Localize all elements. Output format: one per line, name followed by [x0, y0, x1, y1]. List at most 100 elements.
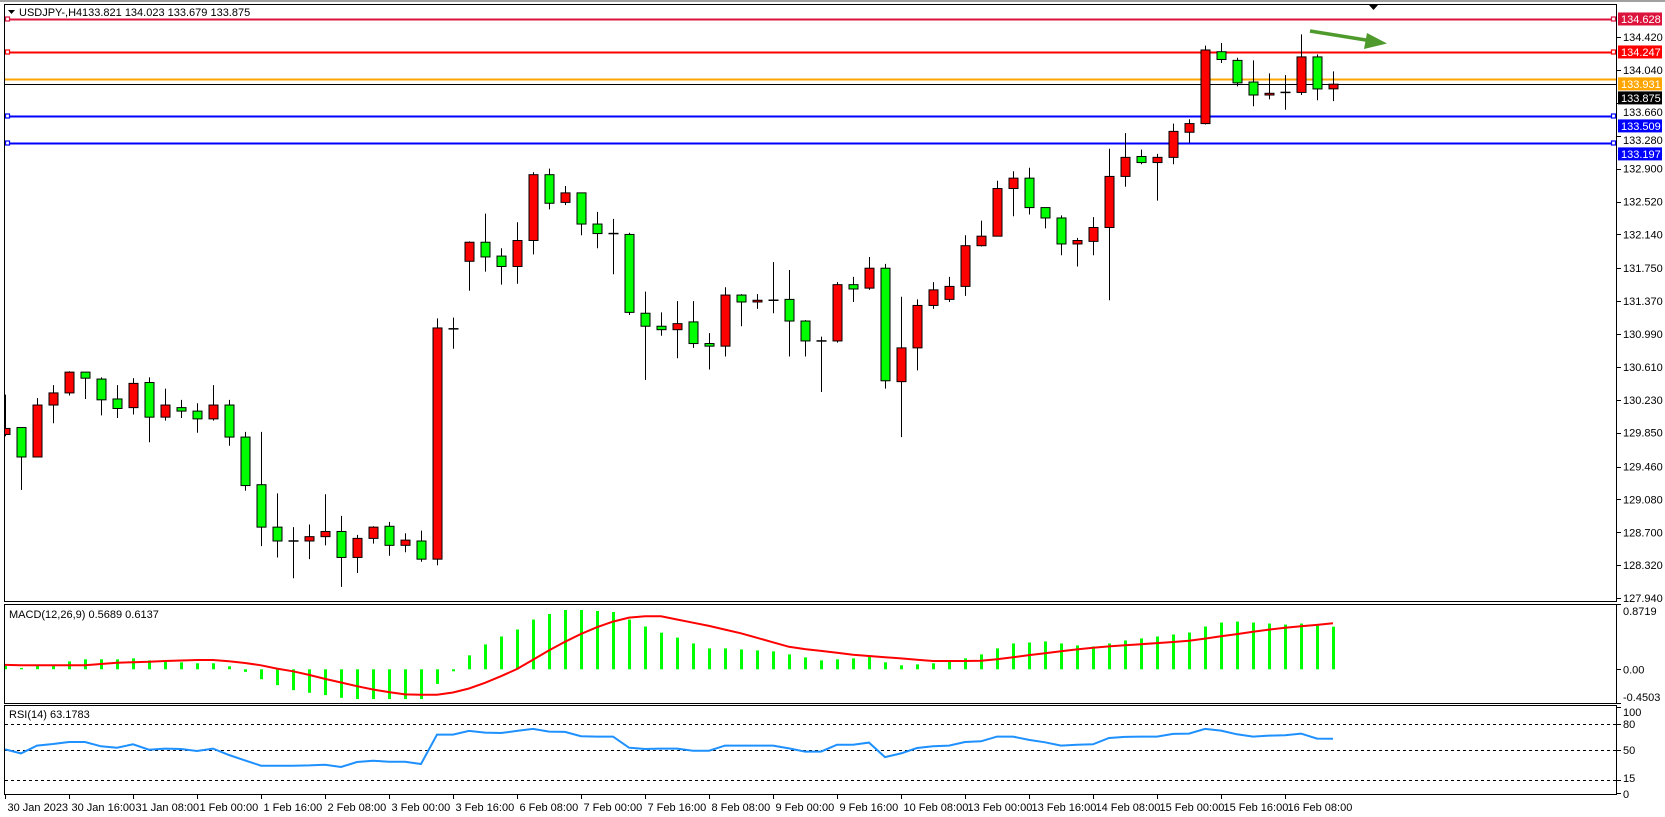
candle — [640, 291, 651, 380]
time-axis-label: 1 Feb 16:00 — [264, 802, 323, 814]
candle-body — [688, 321, 699, 345]
candle — [416, 530, 427, 562]
macd-histogram-bar — [1316, 625, 1319, 670]
symbol-menu-triangle-icon[interactable] — [8, 10, 15, 14]
macd-histogram-bar — [324, 669, 327, 696]
candle — [1328, 71, 1339, 102]
macd-histogram-bar — [948, 661, 951, 670]
candle-body — [384, 525, 395, 546]
candle — [64, 371, 75, 396]
candle — [1280, 75, 1291, 110]
price-axis-label: 132.140 — [1623, 229, 1663, 241]
candle-body — [192, 410, 203, 420]
line-price-label: 134.247 — [1621, 47, 1661, 59]
candle-body — [992, 188, 1003, 237]
line-handle[interactable] — [5, 113, 11, 119]
candle-body — [224, 404, 235, 438]
time-axis-label: 9 Feb 16:00 — [840, 802, 899, 814]
line-handle[interactable] — [1610, 140, 1616, 146]
candle-body — [848, 284, 859, 290]
rsi-panel[interactable] — [5, 724, 1616, 781]
arrow-shaft — [1309, 29, 1373, 43]
candle — [992, 180, 1003, 237]
candle — [352, 534, 363, 574]
rsi-axis-label: 80 — [1623, 719, 1635, 731]
chart-shift-triangle-icon[interactable] — [1369, 5, 1378, 10]
macd-histogram-bar — [388, 669, 391, 700]
macd-panel[interactable] — [4, 609, 1335, 700]
line-price-label-bg — [1618, 119, 1662, 133]
candle-body — [832, 284, 843, 342]
rsi-axis-label: 0 — [1623, 789, 1629, 801]
line-price-label-bg — [1618, 45, 1662, 59]
macd-histogram-bar — [532, 619, 535, 670]
line-handle[interactable] — [5, 16, 11, 22]
line-price-label-bg — [1618, 77, 1662, 91]
line-handle[interactable] — [1610, 16, 1616, 22]
candle — [576, 192, 587, 236]
macd-histogram-bar — [1300, 623, 1303, 670]
macd-histogram-bar — [644, 626, 647, 670]
time-axis-label: 10 Feb 08:00 — [904, 802, 969, 814]
candle-body — [528, 174, 539, 241]
macd-histogram-bar — [660, 632, 663, 670]
price-axis-label: 132.520 — [1623, 197, 1663, 209]
candle-body — [1296, 56, 1307, 93]
candle-body — [80, 371, 91, 379]
macd-histogram-bar — [196, 663, 199, 670]
price-axis-label: 131.370 — [1623, 296, 1663, 308]
candle-body — [48, 392, 59, 406]
candle — [1152, 153, 1163, 201]
time-axis-label: 3 Feb 16:00 — [456, 802, 515, 814]
macd-histogram-bar — [820, 660, 823, 670]
macd-histogram-bar — [1044, 641, 1047, 670]
candle-body — [1024, 177, 1035, 209]
line-handle[interactable] — [1610, 49, 1616, 55]
price-axis-label: 134.040 — [1623, 65, 1663, 77]
line-handle[interactable] — [5, 140, 11, 146]
candle-body — [5, 427, 11, 435]
candle-body — [1312, 56, 1323, 90]
candle — [96, 377, 107, 416]
price-axis-label: 130.230 — [1623, 395, 1663, 407]
macd-histogram-bar — [1332, 626, 1335, 670]
candle — [912, 299, 923, 371]
macd-signal-line — [5, 615, 1334, 696]
candle-body — [928, 289, 939, 306]
candle-body — [1200, 49, 1211, 125]
candle — [544, 168, 555, 210]
macd-histogram-bar — [900, 665, 903, 670]
candle — [976, 220, 987, 247]
macd-histogram-bar — [36, 665, 39, 670]
candle-body — [624, 233, 635, 313]
candle-body — [1104, 175, 1115, 229]
rsi-axis-label: 100 — [1623, 707, 1641, 719]
current-price-label: 133.875 — [1621, 93, 1661, 105]
macd-histogram-bar — [852, 658, 855, 670]
macd-histogram-bar — [484, 644, 487, 670]
macd-histogram-bar — [676, 637, 679, 670]
candle-body — [304, 536, 315, 542]
rsi-line — [5, 727, 1334, 769]
macd-histogram-bar — [452, 669, 455, 672]
candle-body — [640, 312, 651, 327]
candle — [176, 399, 187, 419]
rsi-panel-frame — [4, 705, 1617, 795]
price-panel[interactable] — [1, 16, 1616, 587]
candle — [1136, 149, 1147, 165]
candle — [1184, 119, 1195, 143]
line-handle[interactable] — [1610, 113, 1616, 119]
candle-body — [720, 294, 731, 347]
time-axis-label: 2 Feb 08:00 — [328, 802, 387, 814]
macd-histogram-bar — [884, 662, 887, 670]
candle-body — [32, 404, 43, 458]
macd-histogram-bar — [1268, 623, 1271, 670]
candle — [752, 294, 763, 309]
macd-histogram-bar — [692, 643, 695, 670]
candle — [448, 317, 459, 349]
line-handle[interactable] — [5, 49, 11, 55]
candle-body — [1248, 81, 1259, 96]
macd-histogram-bar — [292, 669, 295, 691]
